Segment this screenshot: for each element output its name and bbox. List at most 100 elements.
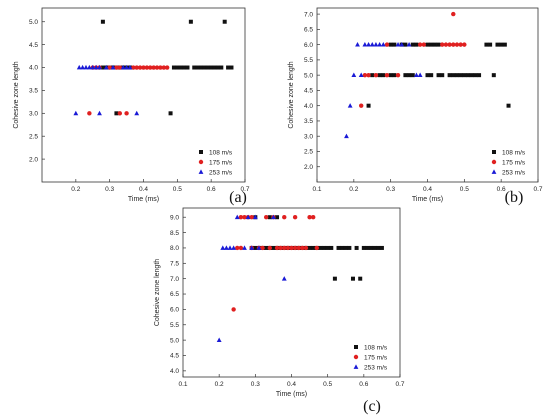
data-point — [362, 42, 368, 47]
y-tick-label: 6.5 — [304, 27, 313, 34]
data-point — [388, 42, 393, 47]
data-point — [499, 42, 504, 47]
data-point — [76, 64, 82, 70]
data-point — [73, 110, 79, 116]
y-tick-label: 5.0 — [304, 72, 313, 79]
y-tick-label: 2.0 — [29, 156, 38, 163]
data-point — [355, 42, 360, 47]
data-point — [83, 64, 89, 70]
data-point — [256, 245, 262, 250]
panel-label: (b) — [505, 189, 524, 206]
data-point — [245, 214, 251, 220]
data-point — [289, 245, 294, 251]
data-point — [343, 245, 348, 250]
data-point — [429, 42, 434, 47]
data-point — [381, 73, 386, 78]
y-tick-label: 7.5 — [170, 261, 179, 268]
data-point — [303, 245, 309, 251]
legend-marker — [198, 159, 204, 165]
y-tick-label: 6.0 — [304, 42, 313, 49]
data-point — [344, 133, 349, 139]
data-point — [417, 42, 423, 47]
y-tick-label: 5.5 — [304, 57, 313, 64]
data-point — [414, 42, 419, 47]
data-point — [234, 214, 240, 220]
data-point — [491, 73, 496, 78]
data-point — [451, 42, 456, 47]
data-point — [311, 245, 316, 250]
data-point — [477, 73, 482, 78]
data-point — [506, 103, 511, 108]
legend-label: 175 m/s — [209, 159, 233, 166]
data-point — [103, 64, 109, 70]
data-point — [322, 245, 327, 250]
y-tick-label: 5.5 — [170, 322, 179, 329]
series-circle — [231, 215, 320, 312]
data-point — [205, 65, 210, 70]
data-point — [365, 245, 370, 250]
data-point — [215, 65, 220, 70]
data-point — [168, 111, 173, 116]
plot-frame — [182, 207, 401, 378]
panel-label: (c) — [363, 398, 381, 415]
data-point — [124, 111, 129, 116]
x-tick-label: 0.4 — [287, 381, 296, 388]
y-tick-label: 4.5 — [29, 42, 38, 49]
data-point — [235, 245, 240, 251]
x-tick-label: 0.5 — [460, 186, 469, 193]
data-point — [347, 245, 352, 250]
legend-label: 175 m/s — [364, 354, 388, 361]
data-point — [278, 245, 283, 251]
data-point — [358, 72, 364, 78]
data-point — [451, 11, 456, 17]
data-point — [192, 65, 197, 70]
data-point — [267, 215, 272, 220]
legend-marker — [353, 354, 359, 360]
y-tick-label: 3.5 — [304, 118, 313, 125]
data-point — [100, 19, 105, 24]
data-point — [325, 245, 330, 250]
data-point — [226, 65, 231, 70]
data-point — [260, 245, 265, 251]
data-point — [148, 65, 153, 70]
data-point — [462, 42, 467, 47]
y-tick-label: 2.5 — [304, 149, 313, 156]
data-point — [495, 42, 500, 47]
data-point — [263, 215, 269, 220]
y-tick-label: 4.0 — [29, 65, 38, 72]
data-point — [318, 245, 323, 250]
data-point — [399, 42, 405, 47]
x-tick-label: 0.7 — [395, 381, 404, 388]
data-point — [292, 245, 298, 251]
data-point — [161, 65, 166, 70]
data-point — [151, 65, 156, 70]
data-point — [369, 42, 375, 47]
data-point — [282, 245, 287, 251]
data-point — [484, 42, 489, 47]
x-tick-label: 0.7 — [533, 186, 542, 193]
data-point — [458, 73, 463, 78]
data-point — [443, 42, 449, 47]
data-point — [212, 65, 217, 70]
legend-label: 108 m/s — [502, 149, 526, 156]
data-point — [219, 65, 224, 70]
data-point — [466, 73, 471, 78]
data-point — [224, 245, 229, 250]
x-tick-label: 0.4 — [423, 186, 432, 193]
data-point — [421, 42, 427, 47]
data-point — [242, 215, 247, 220]
data-point — [231, 307, 236, 312]
data-point — [154, 65, 160, 70]
y-axis-label: Cohesive zone length — [154, 259, 161, 326]
data-point — [100, 65, 105, 70]
data-point — [307, 245, 312, 250]
data-point — [407, 73, 412, 78]
data-point — [97, 110, 102, 116]
legend-marker — [491, 169, 497, 174]
data-point — [380, 42, 386, 47]
y-tick-label: 3.0 — [304, 133, 313, 140]
data-point — [175, 65, 180, 70]
data-point — [195, 65, 200, 70]
data-point — [238, 215, 244, 220]
